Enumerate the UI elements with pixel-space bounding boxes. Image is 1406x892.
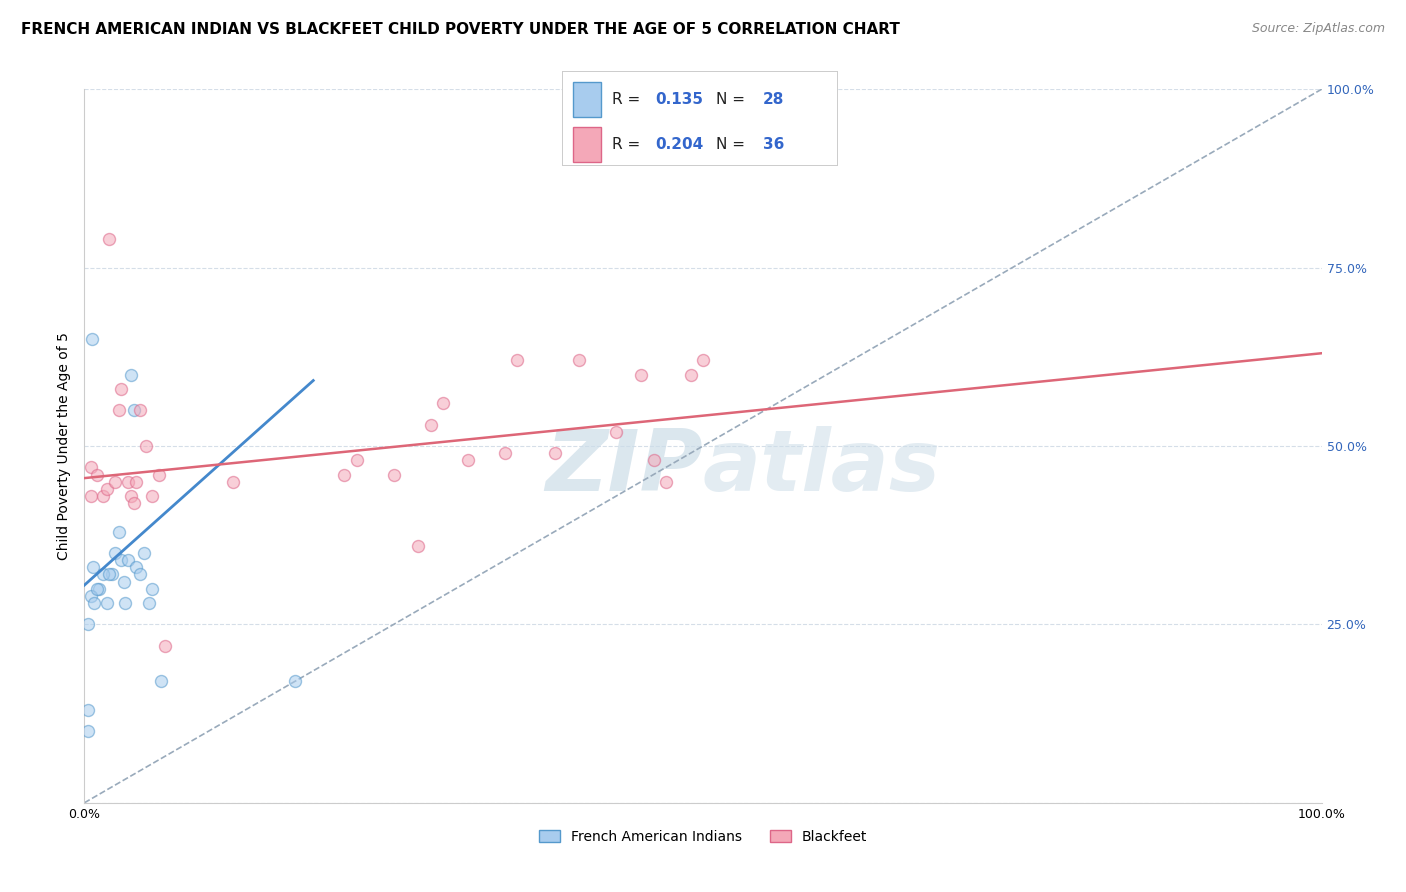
- Point: [543, 446, 565, 460]
- Point: [100, 567, 122, 582]
- Point: [117, 553, 139, 567]
- Text: R =: R =: [612, 136, 645, 152]
- Point: [346, 453, 368, 467]
- Point: [605, 425, 627, 439]
- Text: FRENCH AMERICAN INDIAN VS BLACKFEET CHILD POVERTY UNDER THE AGE OF 5 CORRELATION: FRENCH AMERICAN INDIAN VS BLACKFEET CHIL…: [21, 22, 900, 37]
- Text: N =: N =: [716, 136, 749, 152]
- Point: [222, 475, 245, 489]
- Point: [77, 617, 100, 632]
- Point: [108, 403, 131, 417]
- Point: [91, 567, 114, 582]
- FancyBboxPatch shape: [574, 127, 600, 162]
- Point: [114, 596, 136, 610]
- Point: [506, 353, 529, 368]
- FancyBboxPatch shape: [574, 82, 600, 117]
- Point: [284, 674, 307, 689]
- Point: [643, 453, 665, 467]
- Point: [125, 475, 148, 489]
- Text: R =: R =: [612, 92, 645, 107]
- Point: [135, 439, 157, 453]
- Text: 0.204: 0.204: [655, 136, 704, 152]
- Point: [80, 332, 103, 346]
- Point: [112, 574, 135, 589]
- Point: [408, 539, 430, 553]
- Point: [457, 453, 479, 467]
- Point: [79, 460, 101, 475]
- Point: [104, 546, 127, 560]
- Point: [86, 467, 108, 482]
- Point: [138, 596, 160, 610]
- Point: [568, 353, 591, 368]
- Point: [153, 639, 176, 653]
- Point: [120, 489, 142, 503]
- Text: ZIP: ZIP: [546, 425, 703, 509]
- Point: [110, 553, 132, 567]
- Text: atlas: atlas: [703, 425, 941, 509]
- Point: [132, 546, 155, 560]
- Point: [91, 489, 114, 503]
- Point: [77, 724, 100, 739]
- Y-axis label: Child Poverty Under the Age of 5: Child Poverty Under the Age of 5: [58, 332, 72, 560]
- Point: [141, 489, 163, 503]
- Point: [692, 353, 714, 368]
- Text: N =: N =: [716, 92, 749, 107]
- Point: [333, 467, 356, 482]
- Point: [129, 403, 152, 417]
- Text: Source: ZipAtlas.com: Source: ZipAtlas.com: [1251, 22, 1385, 36]
- Point: [419, 417, 441, 432]
- Point: [129, 567, 152, 582]
- Point: [382, 467, 405, 482]
- Point: [98, 232, 121, 246]
- Point: [630, 368, 652, 382]
- Text: 36: 36: [762, 136, 785, 152]
- Point: [110, 382, 132, 396]
- Point: [83, 596, 105, 610]
- Point: [98, 567, 121, 582]
- Text: 0.135: 0.135: [655, 92, 703, 107]
- Point: [117, 475, 139, 489]
- Point: [104, 475, 127, 489]
- Point: [77, 703, 100, 717]
- Point: [79, 489, 101, 503]
- Point: [150, 674, 173, 689]
- Point: [125, 560, 148, 574]
- Point: [86, 582, 108, 596]
- Point: [122, 496, 145, 510]
- Point: [494, 446, 516, 460]
- Point: [148, 467, 170, 482]
- Point: [108, 524, 131, 539]
- Point: [96, 482, 118, 496]
- Point: [89, 582, 111, 596]
- Point: [120, 368, 142, 382]
- Point: [141, 582, 163, 596]
- Point: [655, 475, 678, 489]
- Point: [679, 368, 702, 382]
- Legend: French American Indians, Blackfeet: French American Indians, Blackfeet: [533, 824, 873, 849]
- Point: [122, 403, 145, 417]
- Point: [96, 596, 118, 610]
- Text: 28: 28: [762, 92, 785, 107]
- Point: [82, 560, 104, 574]
- Point: [432, 396, 454, 410]
- Point: [79, 589, 101, 603]
